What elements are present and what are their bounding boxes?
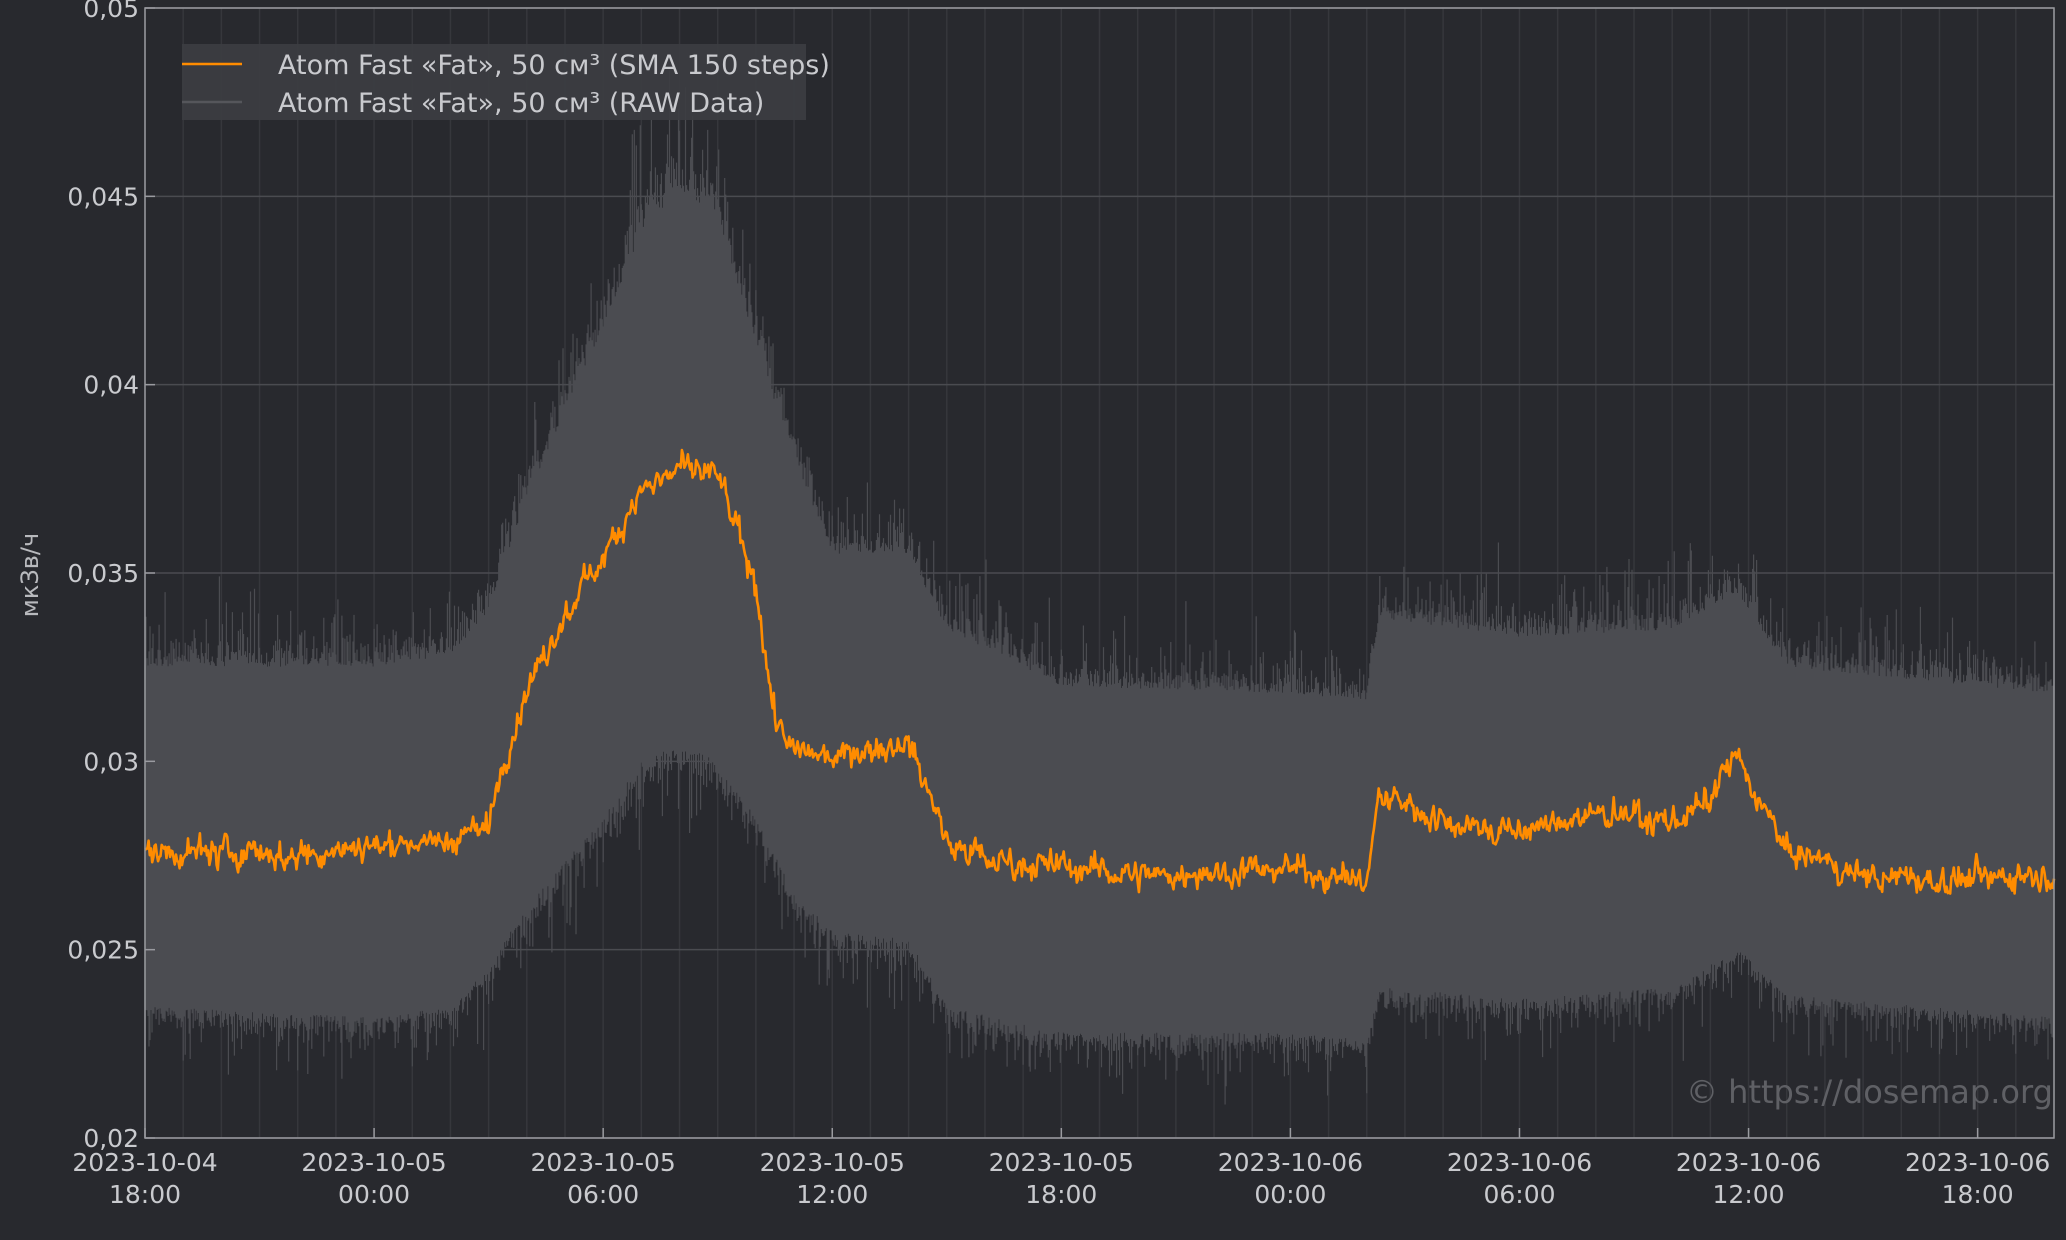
watermark: © https://dosemap.org [1686,1073,2053,1111]
x-tick-time: 18:00 [1942,1180,2014,1209]
legend-sma-label: Atom Fast «Fat», 50 см³ (SMA 150 steps) [278,50,830,81]
legend: Atom Fast «Fat», 50 см³ (SMA 150 steps) … [182,44,830,120]
y-tick-label: 0,02 [83,1124,139,1153]
y-tick-label: 0,03 [83,747,139,776]
sma-series [144,448,2056,895]
x-tick-date: 2023-10-05 [531,1148,676,1177]
x-tick-date: 2023-10-06 [1218,1148,1363,1177]
x-tick-time: 06:00 [1483,1180,1555,1209]
x-tick-date: 2023-10-06 [1676,1148,1821,1177]
x-tick-date: 2023-10-04 [72,1148,217,1177]
x-tick-date: 2023-10-05 [301,1148,446,1177]
x-axis-ticks: 2023-10-04 18:00 2023-10-05 00:00 2023-10-05… [72,1128,2050,1209]
x-tick-time: 12:00 [796,1180,868,1209]
y-tick-label: 0,025 [67,936,139,965]
y-axis-label: мкЗв/ч [16,533,44,617]
legend-raw-label: Atom Fast «Fat», 50 см³ (RAW Data) [278,88,764,119]
x-tick-time: 18:00 [1025,1180,1097,1209]
x-tick-time: 12:00 [1713,1180,1785,1209]
x-tick-date: 2023-10-06 [1447,1148,1592,1177]
x-tick-date: 2023-10-05 [760,1148,905,1177]
x-tick-time: 00:00 [338,1180,410,1209]
y-tick-label: 0,04 [83,371,139,400]
y-tick-label: 0,045 [67,182,139,211]
x-tick-time: 00:00 [1254,1180,1326,1209]
y-axis-ticks: 0,02 0,025 0,03 0,035 0,04 0,045 0,05 [67,0,155,1153]
x-tick-time: 18:00 [109,1180,181,1209]
y-tick-label: 0,05 [83,0,139,23]
x-tick-date: 2023-10-05 [989,1148,1134,1177]
x-tick-date: 2023-10-06 [1905,1148,2050,1177]
sma-line [144,448,2056,895]
x-tick-time: 06:00 [567,1180,639,1209]
y-tick-label: 0,035 [67,559,139,588]
